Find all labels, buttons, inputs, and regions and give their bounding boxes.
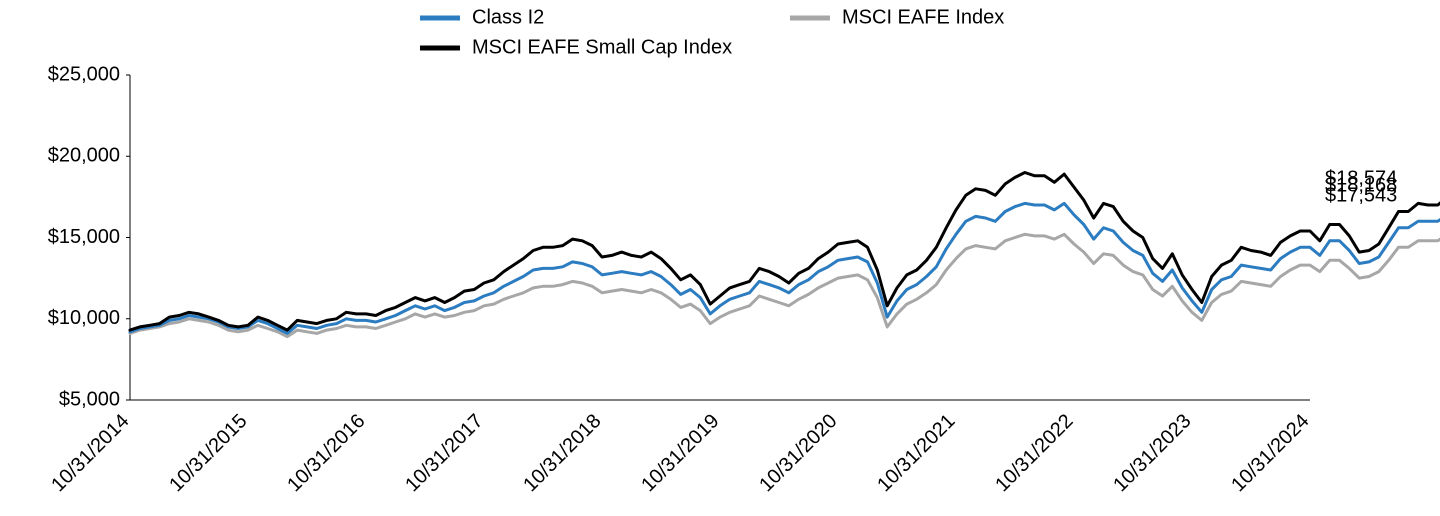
legend-label-eafe: MSCI EAFE Index xyxy=(842,6,1004,28)
chart-svg: Class I2 MSCI EAFE Index MSCI EAFE Small C… xyxy=(0,0,1440,516)
y-tick-label: $25,000 xyxy=(48,63,120,85)
y-tick-label: $10,000 xyxy=(48,307,120,329)
y-tick-label: $15,000 xyxy=(48,226,120,248)
legend-label-class_i2: Class I2 xyxy=(472,6,544,28)
y-tick-label: $20,000 xyxy=(48,145,120,167)
growth-chart: Class I2 MSCI EAFE Index MSCI EAFE Small C… xyxy=(0,0,1440,516)
y-tick-label: $5,000 xyxy=(59,388,120,410)
end-value-label: $17,543 xyxy=(1325,184,1397,206)
legend-label-eafe_small: MSCI EAFE Small Cap Index xyxy=(472,36,732,58)
